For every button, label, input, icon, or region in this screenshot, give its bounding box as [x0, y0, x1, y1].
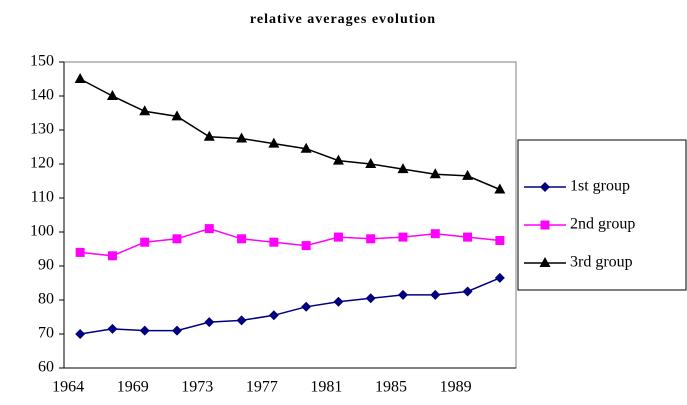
data-point	[268, 137, 280, 148]
data-point	[365, 293, 376, 304]
data-point	[430, 229, 440, 239]
legend-marker	[539, 257, 551, 267]
y-tick-label: 100	[30, 223, 54, 240]
data-point	[398, 289, 408, 300]
data-point	[301, 241, 311, 251]
series-line	[79, 78, 501, 191]
data-point	[236, 132, 248, 143]
data-point	[106, 90, 118, 100]
y-tick-label: 80	[38, 291, 54, 308]
y-tick-label: 150	[30, 53, 54, 70]
x-tick-label: 1969	[117, 379, 149, 396]
data-point	[300, 142, 312, 153]
data-point	[494, 272, 505, 283]
chart-title: relative averages evolution	[250, 12, 436, 27]
data-point	[172, 325, 182, 336]
data-point	[171, 110, 183, 121]
data-point	[237, 234, 247, 244]
data-point	[462, 169, 474, 180]
legend-label: 1st group	[570, 178, 630, 195]
legend-marker	[540, 182, 550, 192]
data-point	[107, 323, 118, 334]
data-point	[236, 315, 247, 326]
data-point	[430, 289, 441, 300]
y-tick-label: 120	[30, 155, 54, 172]
x-tick-label: 1981	[310, 379, 342, 396]
data-point	[75, 329, 86, 339]
data-point	[74, 73, 86, 83]
data-point	[495, 236, 505, 245]
data-point	[204, 317, 215, 328]
series-line	[80, 227, 500, 257]
y-tick-label: 140	[30, 87, 54, 104]
data-point	[268, 310, 279, 321]
legend-label: 2nd group	[570, 216, 635, 233]
data-point	[494, 183, 506, 194]
data-point	[301, 301, 312, 312]
legend-marker	[540, 220, 550, 230]
y-tick-label: 130	[30, 121, 54, 138]
data-point	[269, 237, 279, 247]
data-point	[139, 105, 151, 116]
data-point	[333, 232, 343, 242]
data-point	[463, 232, 473, 242]
data-point	[398, 232, 408, 242]
data-point	[366, 234, 376, 244]
y-tick-label: 70	[38, 325, 54, 342]
y-tick-label: 60	[38, 359, 54, 376]
legend-label: 3rd group	[570, 254, 633, 271]
data-point	[204, 224, 214, 234]
data-point	[139, 325, 150, 336]
x-tick-label: 1964	[52, 379, 84, 396]
x-tick-label: 1977	[246, 379, 278, 396]
plot-area	[63, 61, 517, 369]
data-point	[365, 158, 377, 168]
x-tick-label: 1973	[181, 379, 213, 396]
data-point	[332, 154, 344, 165]
data-point	[140, 237, 150, 247]
y-tick-label: 90	[38, 257, 54, 274]
data-point	[397, 163, 409, 174]
data-point	[333, 296, 344, 307]
x-tick-label: 1985	[375, 379, 407, 396]
data-point	[203, 130, 215, 141]
data-point	[429, 168, 441, 179]
data-point	[75, 247, 85, 257]
y-tick-label: 110	[31, 189, 54, 206]
series-line	[80, 277, 501, 335]
data-point	[107, 251, 117, 261]
data-point	[172, 234, 182, 244]
x-tick-label: 1989	[440, 379, 472, 396]
data-point	[462, 286, 473, 297]
